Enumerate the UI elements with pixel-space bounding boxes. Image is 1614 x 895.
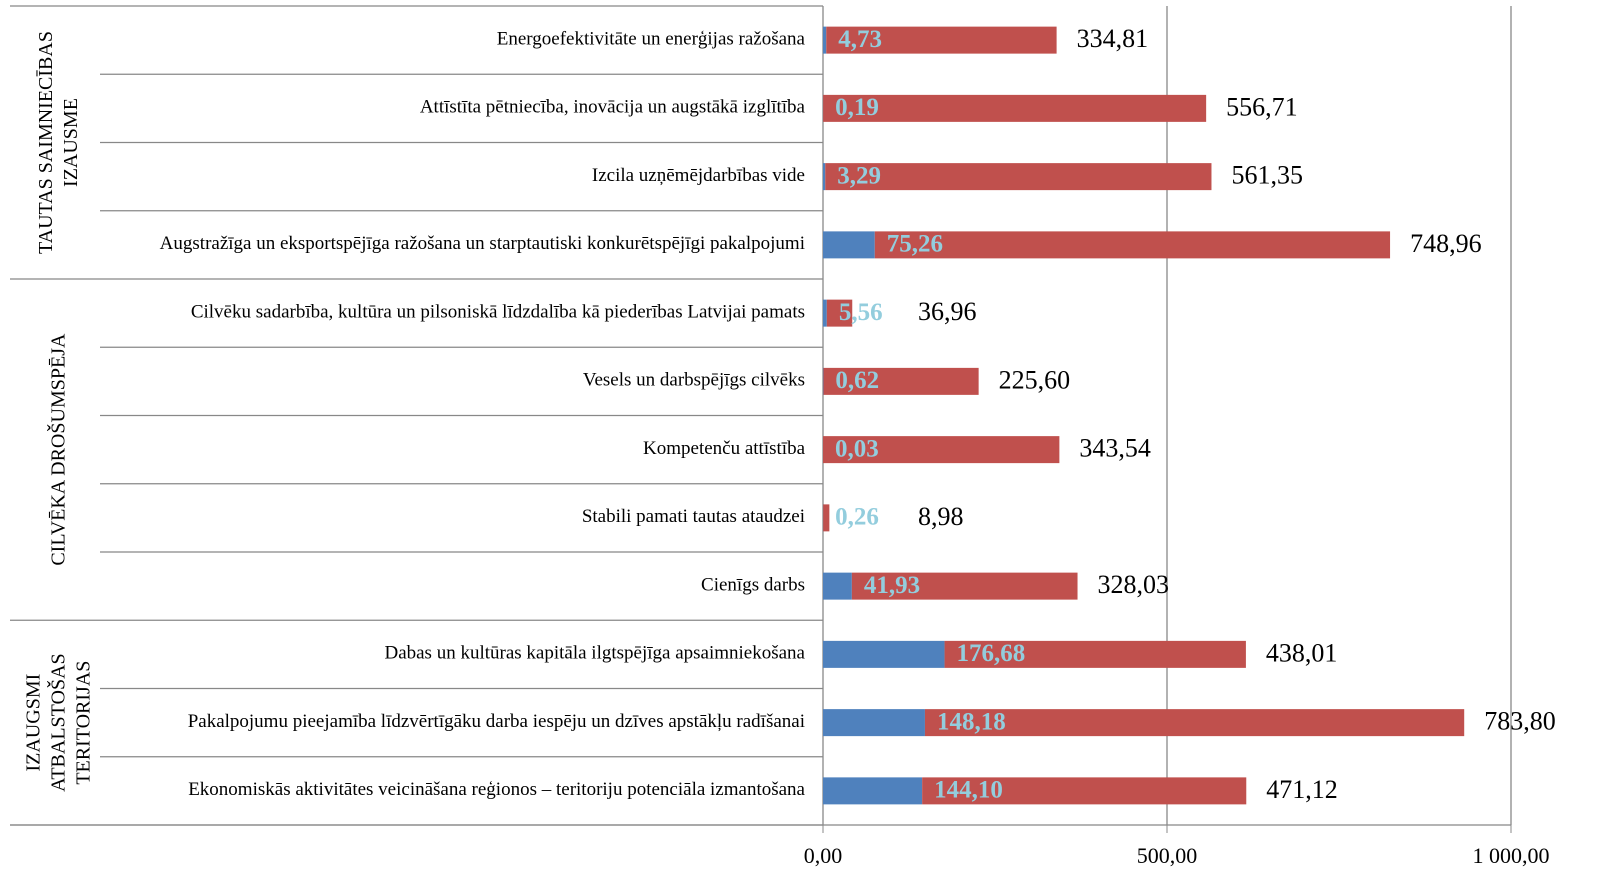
category-label: Energoefektivitāte un enerģijas ražošana <box>497 28 806 49</box>
value-label: 556,71 <box>1226 92 1298 121</box>
category-label: Izcila uzņēmējdarbības vide <box>592 165 805 186</box>
value-label: 471,12 <box>1266 775 1338 804</box>
group-label: IZAUSME <box>60 98 82 187</box>
bar-segment <box>823 504 830 532</box>
category-label: Cienīgs darbs <box>701 574 805 595</box>
value-label: 0,26 <box>835 504 879 531</box>
value-label: 36,96 <box>918 297 977 326</box>
bar-segment <box>874 231 1391 259</box>
bar-segment <box>823 299 827 327</box>
bar-segment <box>825 163 1212 191</box>
value-label: 0,03 <box>835 435 879 462</box>
group-label: ATBALSTOŠAS <box>46 653 70 792</box>
category-label: Kompetenču attīstība <box>643 438 806 459</box>
value-label: 225,60 <box>999 365 1071 394</box>
bar-segment <box>851 572 1078 600</box>
category-label: Pakalpojumu pieejamība līdzvērtīgāku dar… <box>188 711 805 732</box>
bar-segment <box>823 709 925 737</box>
value-label: 328,03 <box>1098 570 1170 599</box>
bar-segment <box>944 640 1246 668</box>
bar-segment <box>924 709 1465 737</box>
category-label: Augstražīga un eksportspējīga ražošana u… <box>160 233 805 254</box>
value-label: 334,81 <box>1077 24 1149 53</box>
value-label: 148,18 <box>937 708 1006 735</box>
x-tick-label: 1 000,00 <box>1473 843 1550 868</box>
value-label: 0,19 <box>835 94 879 121</box>
group-label: IZAUGSMI <box>23 674 45 772</box>
category-label: Attīstīta pētniecība, inovācija un augst… <box>420 97 806 118</box>
bar-segment <box>823 640 945 668</box>
value-label: 4,73 <box>838 26 882 53</box>
bar-segment <box>823 367 979 395</box>
category-label: Ekonomiskās aktivitātes veicināšana reģi… <box>188 779 805 800</box>
bar-segment <box>826 299 853 327</box>
value-label: 176,68 <box>957 640 1026 667</box>
value-label: 343,54 <box>1079 434 1151 463</box>
value-label: 561,35 <box>1231 161 1303 190</box>
value-label: 0,62 <box>835 367 879 394</box>
category-label: Stabili pamati tautas ataudzei <box>582 506 805 527</box>
value-label: 41,93 <box>864 572 920 599</box>
bar-segment <box>823 94 1207 122</box>
bar-segment <box>826 26 1057 54</box>
value-label: 438,01 <box>1266 638 1338 667</box>
bar-segment <box>823 26 827 54</box>
category-label: Vesels un darbspējīgs cilvēks <box>583 370 805 391</box>
value-label: 75,26 <box>887 231 943 258</box>
x-tick-label: 0,00 <box>804 843 843 868</box>
bar-segment <box>823 572 852 600</box>
bar-segment <box>823 436 1060 464</box>
value-label: 3,29 <box>837 162 881 189</box>
value-label: 748,96 <box>1410 229 1482 258</box>
bar-segment <box>823 777 923 805</box>
group-label: CILVĒKA DROŠUMSPĒJA <box>46 333 70 566</box>
category-label: Cilvēku sadarbība, kultūra un pilsoniskā… <box>191 301 805 322</box>
group-label: TAUTAS SAIMNIECĪBAS <box>35 31 57 254</box>
bar-segment <box>922 777 1247 805</box>
bar-segment <box>823 231 875 259</box>
value-label: 8,98 <box>918 502 964 531</box>
value-label: 783,80 <box>1484 707 1556 736</box>
category-label: Dabas un kultūras kapitāla ilgtspējīga a… <box>384 643 805 664</box>
group-label: TERITORIJAS <box>73 661 95 785</box>
bar-segment <box>823 163 826 191</box>
value-label: 144,10 <box>934 777 1003 804</box>
value-label: 5,56 <box>839 299 883 326</box>
x-tick-label: 500,00 <box>1137 843 1198 868</box>
